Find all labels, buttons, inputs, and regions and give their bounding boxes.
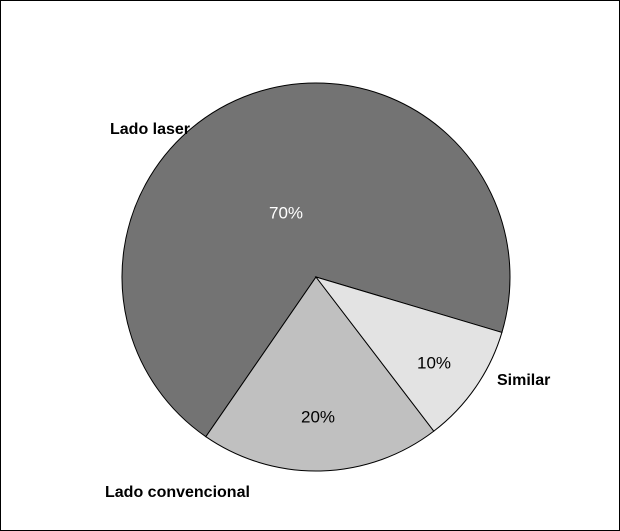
pie-slice — [205, 276, 435, 472]
pie-slice — [121, 82, 511, 438]
value-label: 70% — [269, 203, 303, 222]
pie-slice — [314, 276, 503, 432]
category-label: Lado laser — [110, 121, 190, 138]
category-label: Similar — [497, 372, 550, 389]
value-label: 20% — [301, 407, 335, 426]
value-label: 10% — [417, 353, 451, 372]
category-label: Lado convencional — [105, 484, 250, 501]
